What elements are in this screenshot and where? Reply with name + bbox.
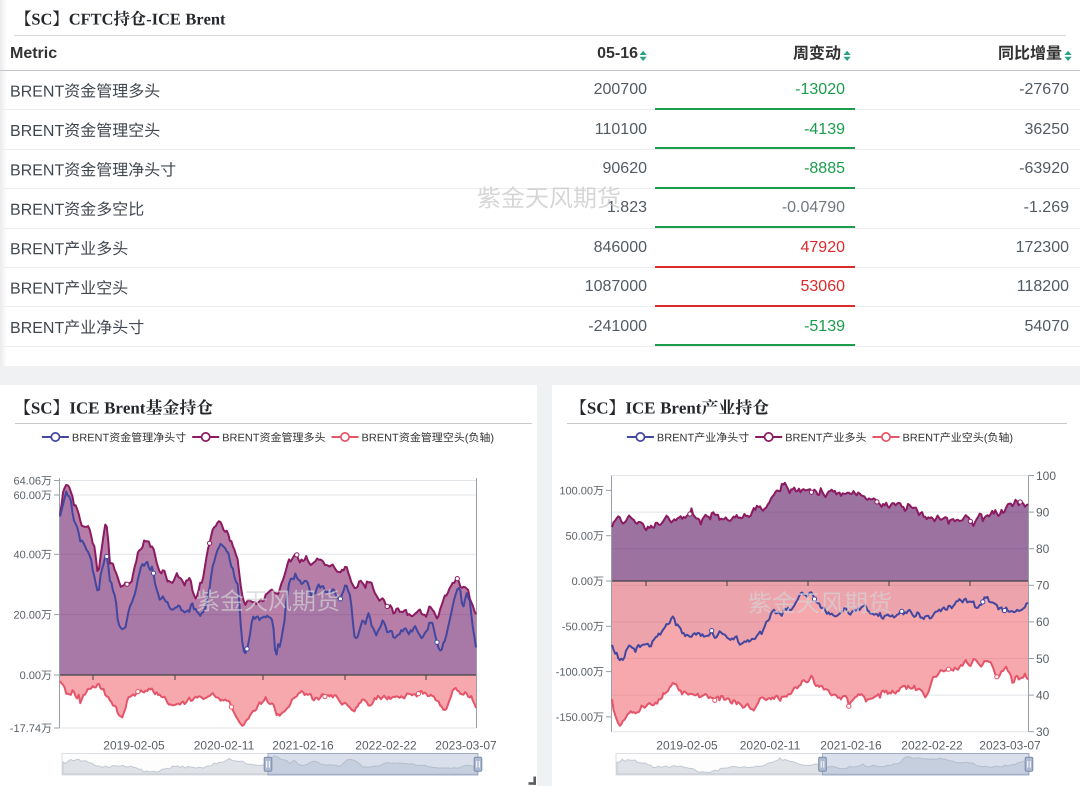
svg-text:40: 40 [1036,688,1050,702]
svg-text:2023-03-07: 2023-03-07 [435,739,497,753]
svg-text:2022-02-22: 2022-02-22 [355,739,417,753]
svg-text:2019-02-05: 2019-02-05 [103,739,165,753]
svg-text:60: 60 [1036,615,1050,629]
svg-text:2021-02-16: 2021-02-16 [272,739,334,753]
svg-text:30: 30 [1036,725,1050,739]
svg-text:2020-02-11: 2020-02-11 [740,739,801,753]
svg-text:100: 100 [1036,469,1056,483]
svg-text:90: 90 [1036,505,1050,519]
svg-text:2023-03-07: 2023-03-07 [979,739,1041,753]
svg-text:2022-02-22: 2022-02-22 [901,739,963,753]
svg-text:2019-02-05: 2019-02-05 [656,739,718,753]
svg-text:2021-02-16: 2021-02-16 [820,739,882,753]
svg-text:50: 50 [1036,652,1050,666]
svg-text:2020-02-11: 2020-02-11 [194,739,255,753]
svg-text:70: 70 [1036,579,1050,593]
svg-text:80: 80 [1036,542,1050,556]
